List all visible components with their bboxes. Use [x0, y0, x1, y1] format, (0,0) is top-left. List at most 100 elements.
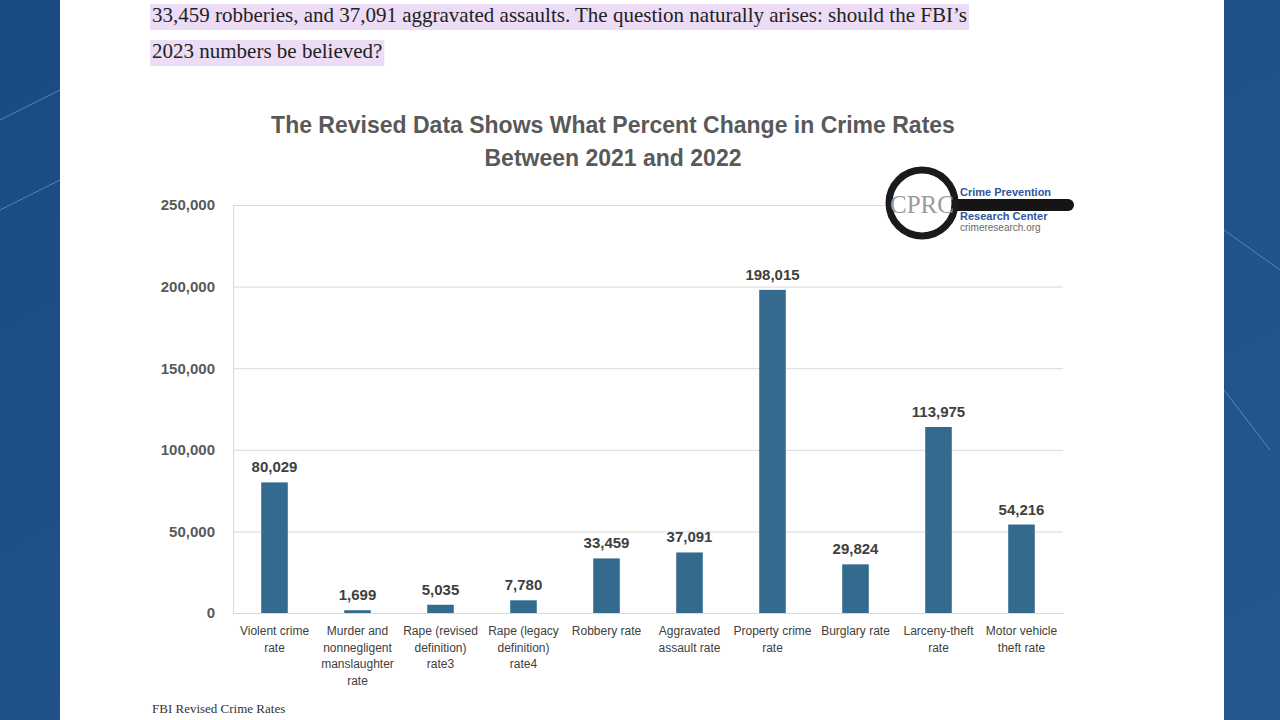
background-line	[0, 180, 60, 210]
page-background	[0, 0, 1280, 720]
y-tick-label: 200,000	[161, 278, 215, 295]
x-tick: Larceny-theft rate	[903, 613, 974, 655]
data-label: 54,216	[999, 501, 1045, 518]
x-tick-label-line: Murder and	[327, 624, 388, 638]
x-tick-label-line: manslaughter	[321, 657, 394, 671]
x-tick-label-line: Motor vehicle	[986, 624, 1058, 638]
x-tick: Rape (legacy definition) rate4	[488, 613, 559, 671]
logo: CPRC Crime Prevention Research Centercrime…	[889, 170, 1074, 236]
x-tick-label: Aggravated assault rate	[658, 624, 720, 655]
bar	[676, 552, 703, 613]
bar	[759, 290, 786, 613]
logo-url: crimeresearch.org	[960, 222, 1041, 233]
data-label: 5,035	[422, 581, 460, 598]
bar	[344, 610, 371, 613]
x-tick-label-line: rate	[762, 641, 783, 655]
title-line: Between 2021 and 2022	[485, 145, 742, 171]
bars	[261, 290, 1035, 613]
y-tick: 200,000	[161, 278, 1063, 295]
paragraph: 33,459 robberies, and 37,091 aggravated …	[150, 3, 969, 66]
x-tick-label-line: assault rate	[658, 641, 720, 655]
y-tick-label: 100,000	[161, 441, 215, 458]
background-line	[1224, 390, 1270, 450]
y-axis-line	[233, 206, 234, 614]
data-label: 113,975	[912, 403, 965, 420]
x-tick-label-line: Rape (revised	[403, 624, 478, 638]
x-tick: Aggravated assault rate	[658, 613, 720, 655]
x-tick-label-line: nonnegligent	[323, 641, 392, 655]
x-tick-label-line: Larceny-theft	[903, 624, 974, 638]
x-tick: Robbery rate	[572, 613, 642, 638]
background-line	[0, 90, 60, 120]
x-tick-label-line: Burglary rate	[821, 624, 890, 638]
x-axis-line	[234, 613, 1064, 614]
x-tick: Burglary rate	[821, 613, 890, 638]
data-label: 1,699	[339, 586, 377, 603]
bar	[593, 558, 620, 613]
bar	[261, 482, 288, 613]
logo-text: Crime Prevention	[960, 186, 1051, 198]
y-tick-label: 0	[207, 604, 215, 621]
x-tick-label-line: definition)	[414, 641, 466, 655]
x-tick-label-line: Violent crime	[240, 624, 309, 638]
chart-title: The Revised Data Shows What Percent Chan…	[271, 112, 955, 171]
x-tick: Rape (revised definition) rate3	[403, 613, 478, 671]
data-label: 80,029	[252, 458, 298, 475]
grid-line	[233, 368, 1063, 369]
content-panel	[60, 0, 1224, 720]
x-tick-label-line: rate	[264, 641, 285, 655]
x-tick: Violent crime rate	[240, 613, 309, 655]
data-label: 33,459	[584, 534, 630, 551]
x-tick-label-line: definition)	[497, 641, 549, 655]
background-line	[1224, 230, 1280, 270]
grid-line	[233, 287, 1063, 288]
y-tick: 150,000	[161, 360, 1063, 377]
highlight	[150, 40, 384, 66]
bar	[427, 605, 454, 613]
data-label: 37,091	[667, 528, 713, 545]
paragraph-line: 2023 numbers be believed?	[152, 39, 382, 63]
bar	[842, 564, 869, 613]
y-tick-label: 50,000	[169, 523, 215, 540]
x-tick-label: Motor vehicle theft rate	[986, 624, 1058, 655]
x-tick-label: Property crime rate	[733, 624, 811, 655]
data-label: 29,824	[833, 540, 880, 557]
x-tick: Property crime rate	[733, 613, 811, 655]
data-labels: 80,029 1,699 5,035 7,780 33,459 37,091 198,015…	[252, 266, 1045, 603]
x-axis: Violent crime rate Murder and nonnegligent m…	[234, 613, 1064, 688]
x-tick-label-line: Rape (legacy	[488, 624, 559, 638]
x-tick-label-line: rate3	[427, 657, 455, 671]
x-tick-label-line: Property crime	[733, 624, 811, 638]
data-label: 7,780	[505, 576, 543, 593]
grid-line	[233, 613, 1063, 614]
title-line: The Revised Data Shows What Percent Chan…	[271, 112, 955, 138]
logo-text: Research Center	[960, 210, 1048, 222]
x-tick-label: Violent crime rate	[240, 624, 309, 655]
x-tick-label: Larceny-theft rate	[903, 624, 974, 655]
y-tick-label: 250,000	[161, 196, 215, 213]
highlight	[150, 4, 969, 30]
x-tick-label-line: Robbery rate	[572, 624, 642, 638]
bar	[925, 427, 952, 613]
caption: FBI Revised Crime Rates	[152, 701, 285, 716]
y-tick-label: 150,000	[161, 360, 215, 377]
x-tick-label: Burglary rate	[821, 624, 890, 638]
x-tick: Motor vehicle theft rate	[986, 613, 1058, 655]
x-tick-label-line: Aggravated	[659, 624, 720, 638]
x-tick-label-line: theft rate	[998, 641, 1046, 655]
x-tick-label-line: rate	[347, 674, 368, 688]
x-tick-label: Rape (revised definition) rate3	[403, 624, 478, 671]
x-tick-label: Rape (legacy definition) rate4	[488, 624, 559, 671]
y-axis: 0 50,000 100,000 150,000 200,000 250,000	[161, 196, 1063, 621]
x-tick-label: Robbery rate	[572, 624, 642, 638]
paragraph-line: 33,459 robberies, and 37,091 aggravated …	[152, 3, 967, 27]
x-tick: Murder and nonnegligent manslaughter rate	[321, 613, 394, 688]
bar	[510, 600, 537, 613]
x-tick-label-line: rate4	[510, 657, 538, 671]
data-label: 198,015	[745, 266, 799, 283]
logo-initials: CPRC	[890, 191, 954, 218]
bar	[1008, 525, 1035, 613]
x-tick-label-line: rate	[928, 641, 949, 655]
logo-lens	[889, 170, 955, 236]
x-tick-label: Murder and nonnegligent manslaughter rate	[321, 624, 394, 688]
